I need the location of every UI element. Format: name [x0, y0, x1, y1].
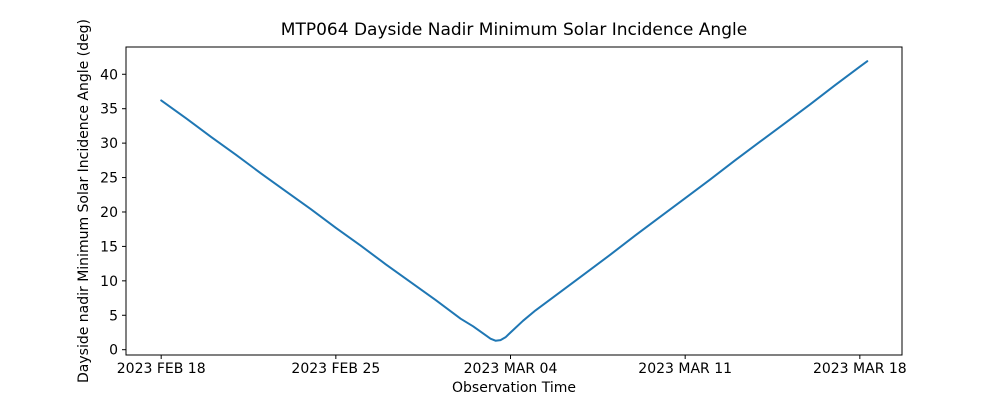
x-axis-label: Observation Time — [452, 380, 576, 396]
chart-title: MTP064 Dayside Nadir Minimum Solar Incid… — [280, 20, 748, 40]
y-tick-label: 40 — [100, 67, 118, 83]
x-tick-label: 2023 FEB 18 — [117, 361, 206, 377]
plot-border — [125, 46, 903, 356]
y-tick-label: 25 — [100, 171, 118, 187]
data-line-dayside-nadir-min-solar-incidence-angle — [160, 60, 869, 342]
x-axis-ticks: 2023 FEB 18 2023 FEB 25 2023 MAR 04 2023 MA… — [117, 355, 907, 377]
y-tick-label: 5 — [109, 308, 118, 324]
y-axis-ticks: 0 5 10 15 20 25 30 35 40 — [100, 67, 126, 359]
y-tick-label: 0 — [109, 343, 118, 359]
y-tick-label: 35 — [100, 102, 118, 118]
y-tick-label: 30 — [100, 136, 118, 152]
x-tick-label: 2023 FEB 25 — [291, 361, 380, 377]
x-tick-label: 2023 MAR 11 — [638, 361, 732, 377]
y-tick-label: 20 — [100, 205, 118, 221]
y-tick-label: 15 — [100, 239, 118, 255]
y-tick-label: 10 — [100, 274, 118, 290]
x-tick-label: 2023 MAR 18 — [813, 361, 907, 377]
x-tick-label: 2023 MAR 04 — [464, 361, 558, 377]
